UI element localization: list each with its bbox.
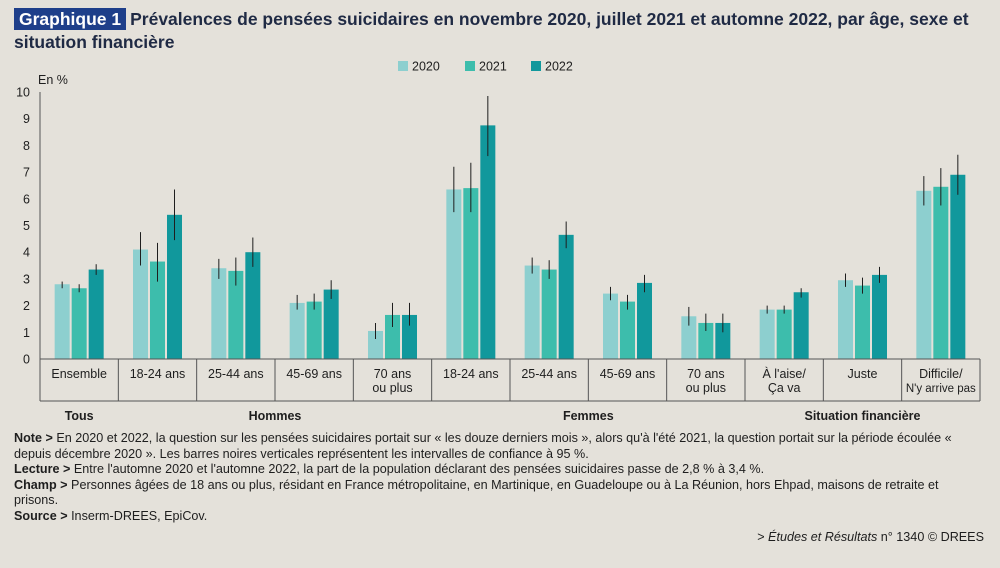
legend-label-2022: 2022 — [545, 60, 573, 74]
y-tick-label: 9 — [23, 112, 30, 126]
note-label: Note > — [14, 431, 53, 445]
bar-2022 — [558, 234, 574, 359]
bar-2020 — [368, 330, 383, 359]
bar-2021 — [933, 186, 949, 359]
title-text: Prévalences de pensées suicidaires en no… — [14, 9, 969, 52]
bar-2022 — [950, 174, 966, 359]
y-tick-label: 10 — [16, 86, 30, 100]
credit-suffix: n° 1340 © DREES — [877, 530, 984, 544]
bar-chart: 2020 2021 2022 En % 0 1 2 3 4 5 6 7 8 9 10 Ensemble 18-2… — [16, 60, 981, 423]
lecture-text: Entre l'automne 2020 et l'automne 2022, … — [73, 462, 765, 477]
x-tick-label: 45-69 ans — [286, 367, 342, 381]
champ-label: Champ > — [14, 477, 68, 492]
x-tick-label: Ensemble — [51, 367, 107, 381]
x-tick-label: N'y arrive pas — [906, 383, 976, 395]
bar-2020 — [524, 265, 540, 359]
bar-2022 — [480, 125, 496, 359]
bar-2022 — [715, 322, 731, 359]
bar-2020 — [838, 280, 853, 359]
credit-publication: Études et Résultats — [768, 530, 878, 544]
y-axis-label: En % — [38, 73, 68, 87]
bar-2020 — [133, 249, 148, 359]
bar-2021 — [463, 188, 479, 359]
bar-2020 — [54, 284, 70, 359]
y-tick-label: 2 — [23, 299, 30, 313]
bar-2021 — [150, 261, 165, 359]
bar-2022 — [793, 292, 809, 359]
bar-2020 — [446, 189, 462, 359]
legend-swatch-2021 — [465, 61, 475, 71]
x-tick-label: Difficile/ — [919, 367, 963, 381]
bar-2021 — [385, 314, 400, 359]
x-tick-label: 25-44 ans — [208, 367, 264, 381]
legend-label-2021: 2021 — [479, 60, 507, 74]
bar-2022 — [402, 314, 417, 359]
bar-2020 — [916, 190, 932, 359]
x-tick-label: 25-44 ans — [521, 367, 577, 381]
bar-2020 — [289, 302, 305, 359]
note-line: Note > En 2020 et 2022, la question sur … — [14, 431, 984, 462]
bar-2021 — [776, 309, 792, 359]
lecture-line: Lecture > Entre l'automne 2020 et l'auto… — [14, 462, 984, 478]
y-tick-label: 1 — [23, 326, 30, 340]
bar-2020 — [603, 293, 618, 359]
bar-2022 — [872, 274, 887, 359]
x-tick-label: Ça va — [768, 381, 801, 395]
bar-2021 — [228, 270, 244, 359]
bar-2022 — [637, 282, 652, 359]
group-label: Situation financière — [805, 409, 921, 423]
bar-2022 — [323, 289, 339, 359]
bar-2020 — [211, 268, 227, 359]
bar-2021 — [855, 285, 870, 359]
note-text: En 2020 et 2022, la question sur les pen… — [14, 431, 952, 461]
x-tick-label: ou plus — [372, 381, 412, 395]
source-label: Source > — [14, 508, 68, 523]
bar-2022 — [88, 269, 104, 359]
group-label: Hommes — [249, 409, 302, 423]
x-tick-label: À l'aise/ — [762, 366, 806, 381]
y-tick-label: 7 — [23, 166, 30, 180]
chart-title: Graphique 1 Prévalences de pensées suicid… — [14, 8, 984, 54]
bar-2021 — [698, 322, 714, 359]
x-tick-label: ou plus — [686, 381, 726, 395]
source-line: Source > Inserm-DREES, EpiCov. — [14, 509, 984, 525]
x-tick-label: Juste — [848, 367, 878, 381]
bar-2021 — [71, 288, 87, 359]
legend-swatch-2020 — [398, 61, 408, 71]
x-tick-label: 18-24 ans — [443, 367, 499, 381]
notes-block: Note > En 2020 et 2022, la question sur … — [14, 431, 984, 525]
x-tick-label: 45-69 ans — [600, 367, 656, 381]
bar-2021 — [541, 269, 557, 359]
y-tick-label: 6 — [23, 192, 30, 206]
lecture-label: Lecture > — [14, 462, 71, 477]
credit: > Études et Résultats n° 1340 © DREES — [757, 530, 984, 544]
group-label: Femmes — [563, 409, 614, 423]
champ-line: Champ > Personnes âgées de 18 ans ou plu… — [14, 478, 984, 509]
bar-2022 — [167, 214, 182, 359]
x-tick-label: 18-24 ans — [130, 367, 186, 381]
bar-2020 — [681, 316, 697, 359]
legend-label-2020: 2020 — [412, 60, 440, 74]
figure-badge: Graphique 1 — [14, 8, 127, 30]
credit-prefix: > — [757, 530, 769, 544]
x-tick-label: 70 ans — [687, 367, 725, 381]
bar-2021 — [620, 301, 635, 359]
bar-2021 — [306, 301, 322, 359]
y-tick-label: 8 — [23, 139, 30, 153]
legend-swatch-2022 — [531, 61, 541, 71]
y-tick-label: 5 — [23, 219, 30, 233]
champ-text: Personnes âgées de 18 ans ou plus, résid… — [14, 477, 939, 508]
x-tick-label: 70 ans — [374, 367, 412, 381]
source-text: Inserm-DREES, EpiCov. — [71, 508, 208, 523]
bar-2022 — [245, 252, 261, 359]
y-tick-label: 3 — [23, 272, 30, 286]
bar-2020 — [759, 309, 775, 359]
group-label: Tous — [65, 409, 94, 423]
y-tick-label: 4 — [23, 246, 30, 260]
y-tick-label: 0 — [23, 353, 30, 367]
